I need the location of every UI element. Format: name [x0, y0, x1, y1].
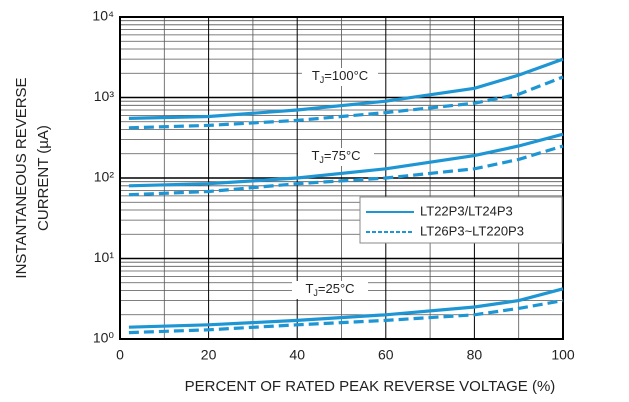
annotation-bg [298, 148, 374, 166]
annotation-part: T [312, 68, 320, 83]
annotation: TJ=100°C [312, 68, 368, 85]
series-line [128, 287, 564, 329]
legend-label: LT22P3/LT24P3 [420, 203, 513, 218]
y-tick-label: 10⁴ [92, 8, 114, 24]
plot-border [119, 16, 564, 340]
annotation-part: T [311, 148, 319, 163]
annotation-part: T [305, 281, 313, 296]
series-line [128, 75, 564, 130]
annotation: TJ=25°C [305, 281, 354, 298]
legend-label: LT26P3~LT220P3 [420, 223, 524, 238]
series-line [128, 144, 564, 197]
annotation-bg [292, 281, 368, 299]
annotation: TJ=75°C [311, 148, 360, 165]
y-axis-label: INSTANTANEOUS REVERSE [13, 77, 30, 278]
annotation-part: =100°C [324, 68, 368, 83]
series-line [128, 299, 564, 335]
x-axis-label: PERCENT OF RATED PEAK REVERSE VOLTAGE (%… [185, 378, 556, 395]
annotation-part: =25°C [318, 281, 355, 296]
y-tick-label: 10² [94, 169, 115, 185]
x-tick-label: 80 [467, 347, 483, 363]
y-axis-label: CURRENT (µA) [35, 125, 52, 231]
annotation-part: J [313, 288, 318, 298]
x-tick-label: 100 [551, 347, 575, 363]
annotation-part: J [319, 155, 324, 165]
x-tick-label: 20 [201, 347, 217, 363]
series-line [128, 132, 564, 188]
x-tick-label: 40 [289, 347, 305, 363]
annotation-part: =75°C [324, 148, 361, 163]
annotation-bg [302, 68, 378, 86]
series-line [128, 57, 564, 120]
x-tick-label: 0 [116, 347, 124, 363]
annotation-part: J [320, 75, 325, 85]
x-tick-label: 60 [378, 347, 394, 363]
y-tick-label: 10³ [94, 88, 115, 104]
y-tick-label: 10¹ [94, 249, 115, 265]
y-tick-label: 10⁰ [93, 330, 115, 346]
legend-box [359, 196, 563, 244]
